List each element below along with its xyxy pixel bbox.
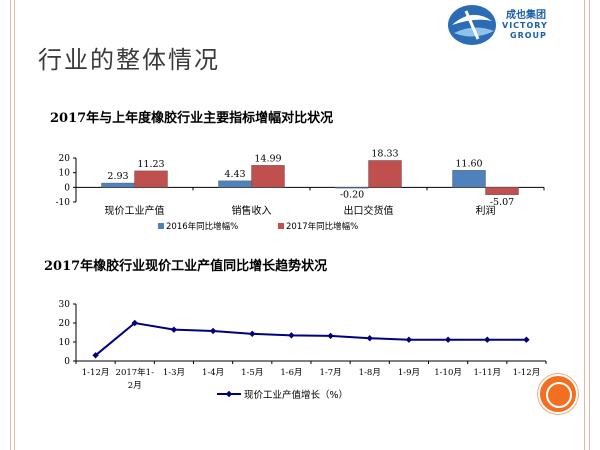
frame-line-right [584,0,585,450]
bar-data-label: 18.33 [371,148,398,159]
frame-line-right-outer [589,0,590,450]
bar-chart-category-label: 现价工业产值 [105,204,165,217]
decorative-ring-icon [546,382,572,408]
bar-2017 [368,160,402,188]
bar-legend-label: 2017年同比增幅% [286,221,358,232]
line-chart-y-tick-label: 30 [59,300,71,310]
bar-chart-category-label: 出口交货值 [344,204,394,217]
line-data-point [209,327,217,335]
bar-chart-category-label: 销售收入 [232,204,272,217]
line-chart-x-tick-label: 1-11月 [473,368,501,378]
frame-line-left-inner [14,0,15,450]
line-data-point [523,336,530,343]
line-data-point [170,326,178,333]
bar-data-label: 11.23 [137,159,164,170]
line-chart-x-tick-label: 1-10月 [434,368,462,378]
bar-legend-swatch [278,223,284,229]
bar-data-label: -5.07 [490,197,514,208]
line-data-point [366,335,373,342]
line-chart-x-tick-label: 2月 [128,381,142,391]
bar-data-label: -0.20 [340,190,364,201]
bar-2016 [335,187,369,189]
line-chart-x-tick-label: 1-3月 [163,368,185,378]
line-series-path [94,321,527,357]
bar-legend-swatch [158,223,164,229]
line-chart-y-tick-label: 20 [59,319,71,329]
line-data-point [288,332,295,339]
bar-chart-title: 2017年与上年度橡胶行业主要指标增幅对比状况 [50,111,334,126]
logo-icon [448,5,496,45]
line-data-point [444,336,452,343]
line-chart-x-tick-label: 1-5月 [241,368,263,378]
bar-data-label: 2.93 [107,171,128,182]
line-data-point [249,330,256,338]
line-data-point [92,352,99,359]
frame-line-left [10,0,11,450]
bar-chart-category-label: 利润 [476,204,496,217]
logo-text-cn: 成也集团 [506,10,546,21]
bar-2017 [134,170,168,188]
bar-data-label: 14.99 [254,153,281,164]
line-chart-x-tick-label: 1-12月 [513,368,541,378]
bar-2016 [452,170,486,188]
bar-data-label: 11.60 [455,158,482,169]
line-chart-x-tick-label: 1-6月 [280,368,302,378]
line-chart-title: 2017年橡胶行业现价工业产值同比增长趋势状况 [44,259,328,274]
line-chart-y-tick-label: 0 [64,357,70,367]
line-chart-y-tick-label: 10 [59,338,71,348]
line-data-point [131,319,138,327]
line-data-point [405,336,413,343]
logo-text-en-1: VICTORY [502,21,548,30]
bar-legend-label: 2016年同比增幅% [166,221,238,232]
line-chart-x-tick-label: 1-4月 [202,368,224,378]
line-chart-x-tick-label: 1-7月 [319,368,341,378]
line-legend-swatch-marker [225,390,233,398]
line-chart-x-tick-label: 1-12月 [82,368,110,378]
bar-data-label: 4.43 [224,169,245,180]
page-title: 行业的整体情况 [38,46,220,74]
bar-2017 [485,187,519,195]
line-legend-label: 现价工业产值增长（%） [244,389,348,401]
line-chart-x-tick-label: 2017年1- [116,367,155,378]
line-data-point [484,336,491,343]
line-data-point [327,332,334,340]
line-chart-x-tick-label: 1-8月 [359,368,381,378]
bar-chart-y-tick-label: 10 [59,169,71,179]
line-chart-x-tick-label: 1-9月 [398,368,420,378]
bar-chart-y-tick-label: -10 [56,198,71,208]
logo-text-en-2: GROUP [510,31,547,40]
bar-2017 [251,165,285,188]
bar-chart-y-tick-label: 0 [64,183,70,193]
bar-chart-y-tick-label: 20 [59,154,71,164]
